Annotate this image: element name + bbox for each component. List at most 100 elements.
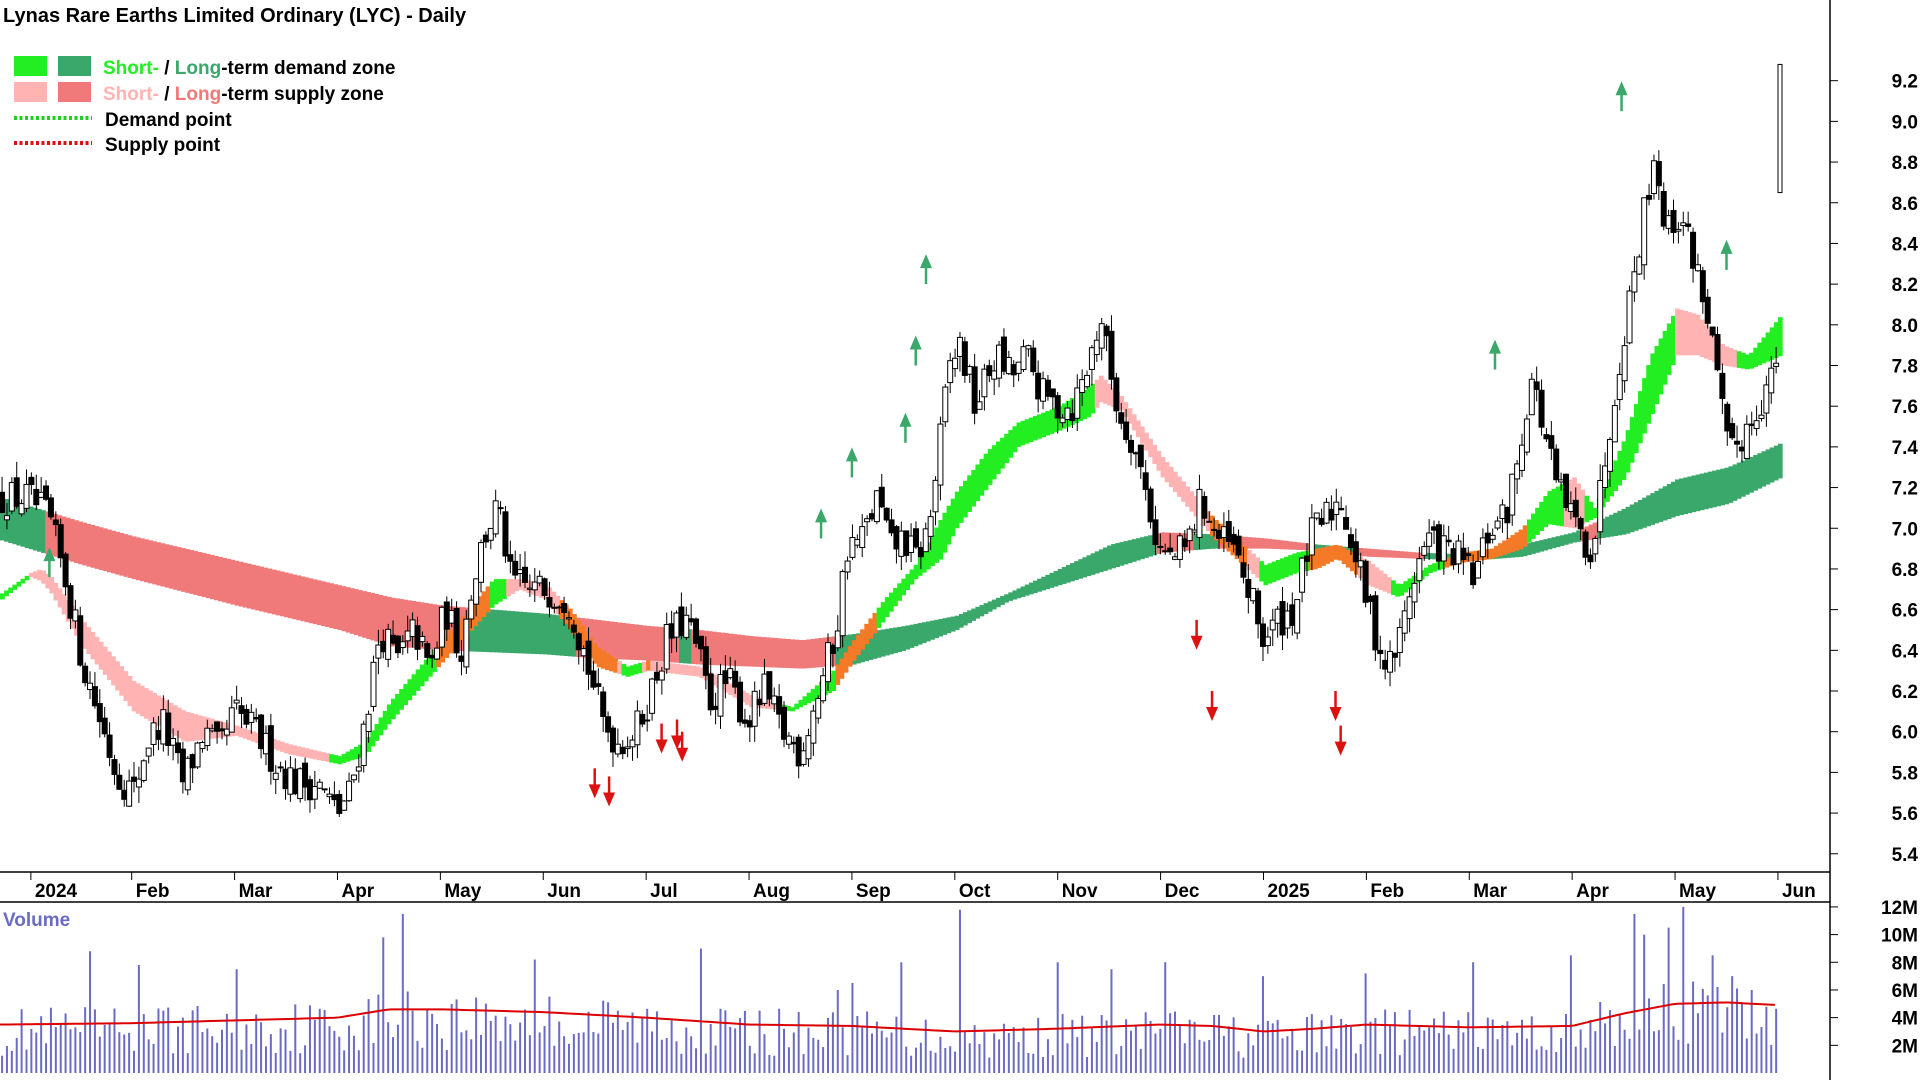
legend-demand-long: Long: [175, 58, 221, 79]
long-term-zone-slice: [288, 573, 293, 619]
price-tick-label: 5.6: [1892, 804, 1918, 825]
candle-body: [1533, 381, 1540, 390]
long-term-zone-slice: [1386, 550, 1392, 558]
long-term-zone-slice: [1164, 532, 1170, 553]
long-term-zone-slice: [802, 639, 808, 669]
candle-body: [370, 661, 377, 707]
candle-body: [453, 608, 460, 654]
long-term-zone-slice: [930, 620, 935, 640]
long-term-zone-slice: [987, 601, 993, 612]
long-term-zone-slice: [152, 541, 157, 585]
short-term-zone-slice: [185, 711, 190, 742]
supply-point-arrow: [1190, 635, 1203, 650]
candle-body: [878, 486, 885, 508]
long-term-zone-slice: [1749, 456, 1754, 493]
long-term-zone-slice: [1078, 559, 1084, 579]
candle-body: [116, 774, 123, 790]
long-term-zone-slice: [209, 554, 215, 600]
long-term-zone-slice: [1094, 551, 1100, 574]
short-term-zone-slice: [1098, 375, 1104, 403]
candle-body: [1357, 560, 1364, 568]
short-term-zone-slice: [539, 582, 544, 598]
candle-body: [883, 507, 890, 521]
short-term-zone-slice: [1160, 457, 1166, 478]
candle-body: [47, 497, 54, 518]
long-term-zone-slice: [1605, 516, 1610, 538]
short-term-zone-slice: [1349, 552, 1355, 572]
candle-body: [1059, 417, 1066, 424]
candle-body: [1328, 508, 1335, 521]
candle-body: [57, 524, 64, 559]
candle-body: [355, 766, 362, 772]
short-term-zone-slice: [1366, 560, 1372, 586]
short-term-zone-slice: [625, 666, 631, 677]
long-term-zone-slice: [642, 625, 647, 661]
short-term-zone-slice: [526, 580, 532, 593]
candle-body: [1235, 535, 1242, 556]
candle-body: [956, 336, 963, 357]
short-term-zone-slice: [321, 752, 326, 761]
candle-body: [1303, 555, 1310, 562]
candle-body: [302, 762, 309, 788]
short-term-zone-slice: [810, 688, 816, 702]
long-term-zone-slice: [1251, 537, 1256, 549]
long-term-zone-slice: [144, 539, 149, 583]
candle-body: [839, 571, 846, 637]
candle-body: [512, 560, 519, 576]
short-term-zone-slice: [428, 654, 433, 677]
volume-tick-label: 2M: [1892, 1036, 1918, 1057]
long-term-zone-slice: [995, 597, 1001, 608]
long-term-zone-slice: [518, 611, 524, 654]
short-term-zone-slice: [794, 703, 800, 710]
short-term-zone-slice: [16, 581, 22, 587]
short-term-zone-slice: [296, 746, 302, 757]
candle-body: [741, 719, 748, 724]
candle-body: [150, 722, 157, 745]
long-term-zone-slice: [749, 636, 754, 667]
candle-body: [1567, 503, 1574, 512]
candle-body: [854, 539, 861, 546]
long-term-zone-slice: [1773, 445, 1779, 481]
long-term-zone-slice: [839, 635, 845, 666]
long-term-zone-slice: [909, 624, 915, 648]
long-term-zone-slice: [522, 612, 528, 654]
short-term-zone-slice: [156, 695, 162, 726]
short-term-zone-slice: [971, 469, 976, 507]
candle-body: [214, 721, 221, 732]
candle-body: [1484, 532, 1491, 544]
long-term-zone-slice: [539, 613, 544, 655]
candle-body: [272, 772, 279, 780]
long-term-zone-slice: [20, 504, 26, 547]
candle-body: [1470, 562, 1477, 586]
long-term-zone-slice: [333, 584, 339, 629]
long-term-zone-slice: [358, 590, 363, 637]
long-term-zone-slice: [308, 578, 314, 624]
candle-body: [175, 742, 181, 754]
candle-body: [248, 711, 255, 723]
candle-body: [287, 767, 294, 795]
short-term-zone-slice: [481, 591, 487, 617]
long-term-zone-slice: [86, 523, 92, 567]
long-term-zone-slice: [1362, 548, 1367, 557]
candle-body: [1416, 558, 1423, 582]
long-term-zone-slice: [246, 563, 252, 609]
short-term-zone-slice: [699, 667, 705, 678]
candle-body: [844, 560, 851, 573]
candle-body: [580, 648, 587, 657]
candle-body: [1000, 336, 1007, 372]
short-term-zone-slice: [1695, 314, 1701, 356]
short-term-zone-slice: [926, 542, 931, 570]
long-term-zone-slice: [74, 520, 79, 563]
candle-body: [1323, 501, 1330, 524]
short-term-zone-slice: [308, 749, 314, 759]
long-term-zone-slice: [1205, 534, 1211, 550]
price-tick-label: 5.8: [1892, 763, 1918, 784]
short-term-zone-slice: [358, 744, 363, 758]
legend-supply-rest: -term supply zone: [221, 84, 384, 105]
short-term-zone-slice: [1292, 553, 1298, 574]
long-term-zone-slice: [296, 575, 302, 621]
short-term-zone-slice: [1720, 343, 1726, 366]
short-term-zone-slice: [1296, 552, 1302, 573]
long-term-zone-slice: [1691, 475, 1697, 513]
long-term-zone-slice: [16, 502, 22, 546]
